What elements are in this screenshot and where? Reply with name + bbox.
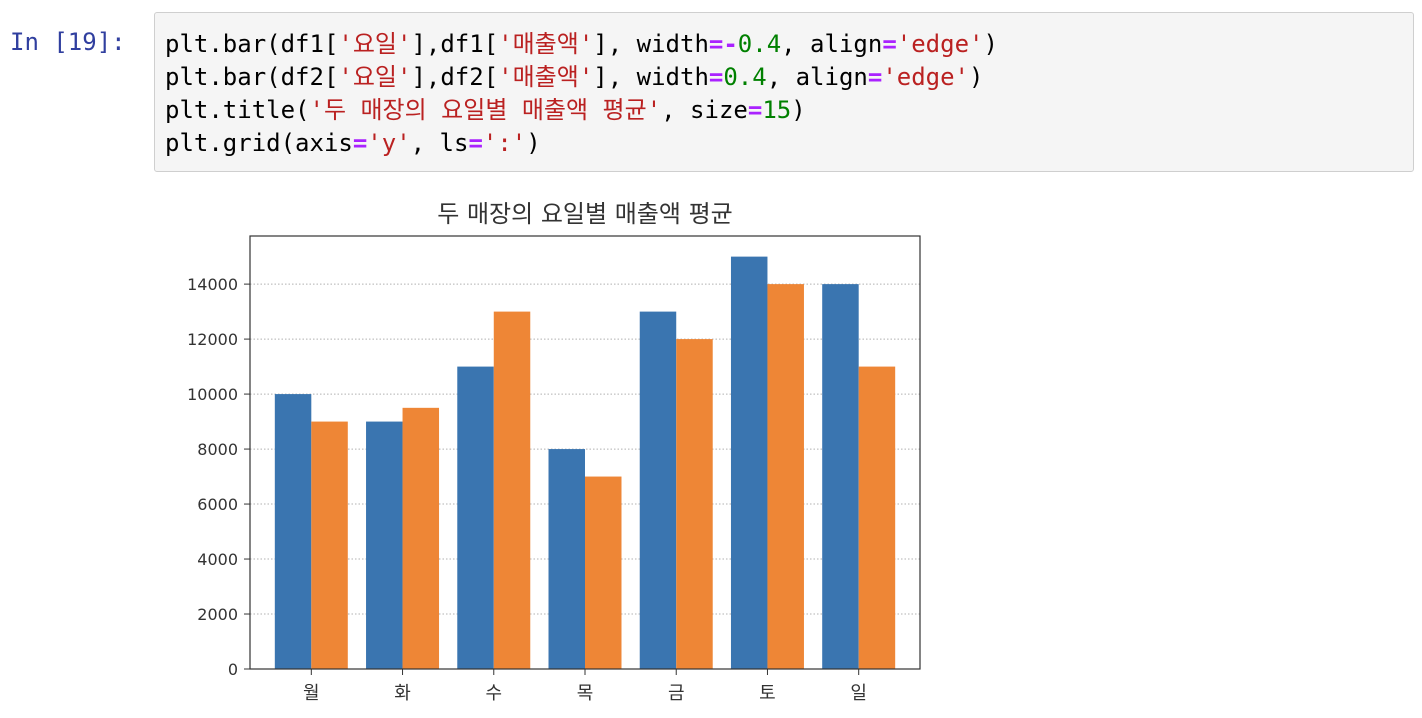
x-tick-label: 토 (759, 683, 776, 704)
code-token: ],df1[ (411, 30, 499, 58)
y-tick-label: 12000 (187, 330, 238, 349)
bars (274, 256, 896, 669)
code-token: = (867, 63, 883, 91)
y-tick-label: 14000 (187, 275, 238, 294)
code-line: plt.grid(axis='y', ls=':') (165, 127, 1413, 160)
code-token: ) (526, 129, 541, 157)
x-tick-label: 목 (577, 683, 594, 704)
code-token: = (708, 63, 724, 91)
code-token: 0.4 (737, 30, 782, 58)
bar-series-1 (366, 421, 403, 669)
code-token: = (352, 129, 368, 157)
code-token: 15 (762, 96, 792, 124)
code-token: , align (781, 30, 883, 58)
code-token: , ls (410, 129, 469, 157)
bar-series-1 (548, 449, 585, 669)
y-tick-label: 10000 (187, 385, 238, 404)
code-token: = (747, 96, 763, 124)
cell-prompt: In [19]: (10, 28, 126, 56)
code-token: plt.title( (165, 96, 310, 124)
code-token: , size (661, 96, 748, 124)
bar-series-2 (402, 407, 440, 669)
code-token: '매출액' (498, 30, 594, 58)
code-editor[interactable]: plt.bar(df1['요일'],df1['매출액'], width=-0.4… (154, 12, 1414, 172)
code-token: '요일' (338, 63, 412, 91)
x-tick-label: 금 (668, 683, 685, 704)
bar-series-1 (274, 394, 312, 669)
x-tick-label: 일 (850, 683, 867, 704)
x-tick-label: 월 (303, 683, 320, 704)
y-tick-label: 0 (228, 660, 238, 679)
code-token: plt.bar(df2[ (165, 63, 339, 91)
bar-series-2 (493, 311, 531, 669)
x-tick-label: 수 (485, 683, 502, 704)
code-token: '매출액' (498, 63, 594, 91)
code-token: ],df2[ (411, 63, 499, 91)
code-token: 'y' (367, 129, 411, 157)
bar-series-1 (457, 366, 494, 669)
code-token: plt.grid(axis (165, 129, 353, 157)
code-token: , align (766, 63, 868, 91)
code-token: ) (983, 30, 998, 58)
code-line: plt.bar(df1['요일'],df1['매출액'], width=-0.4… (165, 28, 1413, 61)
bar-series-2 (767, 284, 804, 669)
code-token: = (882, 30, 897, 58)
y-tick-label: 8000 (197, 440, 238, 459)
bar-series-2 (858, 366, 896, 669)
y-tick-label: 6000 (197, 495, 238, 514)
code-line: plt.title('두 매장의 요일별 매출액 평균', size=15) (165, 94, 1413, 127)
bar-series-2 (676, 339, 713, 669)
code-token: ], width (593, 30, 709, 58)
code-token: = (468, 129, 483, 157)
y-tick-label: 4000 (197, 550, 238, 569)
bar-series-1 (822, 284, 859, 669)
cell-output: 두 매장의 요일별 매출액 평균 0 2000 4000 6000 8000 10000 1… (160, 190, 960, 714)
code-token: '두 매장의 요일별 매출액 평균' (309, 96, 662, 124)
bar-chart: 두 매장의 요일별 매출액 평균 0 2000 4000 6000 8000 10000 1… (187, 200, 921, 704)
code-token: =- (708, 30, 738, 58)
code-token: 0.4 (723, 63, 767, 91)
bar-series-1 (639, 311, 677, 669)
code-token: plt.bar(df1[ (165, 30, 339, 58)
y-axis: 0 2000 4000 6000 8000 10000 12000 14000 (187, 275, 250, 679)
code-token: ) (969, 63, 984, 91)
code-token: 'edge' (896, 30, 984, 58)
code-token: '요일' (338, 30, 412, 58)
y-tick-label: 2000 (197, 605, 238, 624)
code-token: 'edge' (882, 63, 970, 91)
bar-series-1 (730, 256, 768, 669)
bar-series-2 (311, 421, 348, 669)
code-token: ], width (593, 63, 709, 91)
bar-series-2 (585, 476, 622, 669)
code-token: ) (791, 96, 806, 124)
chart-title: 두 매장의 요일별 매출액 평균 (437, 200, 732, 228)
x-tick-label: 화 (394, 683, 411, 704)
code-token: ':' (482, 129, 527, 157)
code-line: plt.bar(df2['요일'],df2['매출액'], width=0.4,… (165, 61, 1413, 94)
